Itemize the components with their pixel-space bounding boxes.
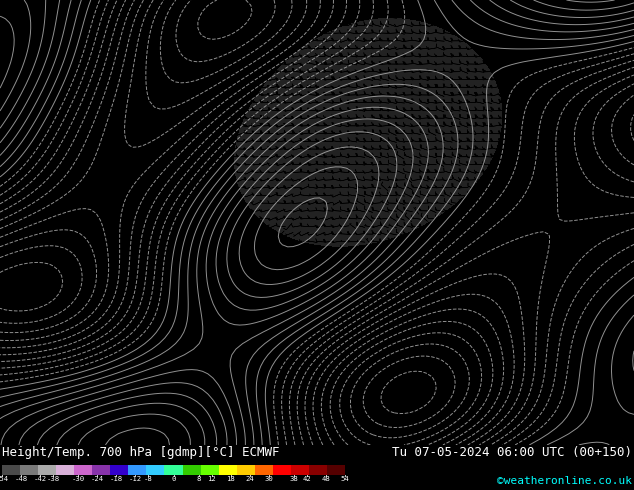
Bar [146,465,164,475]
Bar [291,465,309,475]
Text: 8: 8 [197,476,201,482]
Text: -30: -30 [72,476,85,482]
Text: 42: 42 [302,476,311,482]
Text: 38: 38 [290,476,299,482]
Text: -8: -8 [144,476,152,482]
Bar [74,465,93,475]
Text: -54: -54 [0,476,9,482]
Bar [110,465,128,475]
Bar [128,465,146,475]
Bar [183,465,200,475]
Text: 18: 18 [226,476,235,482]
Text: 12: 12 [207,476,216,482]
Bar [236,465,255,475]
Text: -48: -48 [15,476,28,482]
Bar [56,465,74,475]
Text: 24: 24 [245,476,254,482]
Bar [327,465,345,475]
Text: Height/Temp. 700 hPa [gdmp][°C] ECMWF: Height/Temp. 700 hPa [gdmp][°C] ECMWF [2,446,280,459]
Bar [93,465,110,475]
Bar [219,465,236,475]
Text: Tu 07-05-2024 06:00 UTC (00+150): Tu 07-05-2024 06:00 UTC (00+150) [392,446,632,459]
Text: -42: -42 [34,476,47,482]
Bar [255,465,273,475]
Bar [164,465,183,475]
Text: -18: -18 [110,476,123,482]
Bar [200,465,219,475]
Text: ©weatheronline.co.uk: ©weatheronline.co.uk [497,476,632,486]
Bar [20,465,38,475]
Text: -24: -24 [91,476,104,482]
Bar [2,465,20,475]
Text: 54: 54 [340,476,349,482]
Bar [273,465,291,475]
Text: 30: 30 [264,476,273,482]
Text: -38: -38 [46,476,60,482]
Bar [309,465,327,475]
Text: 0: 0 [171,476,176,482]
Text: -12: -12 [129,476,142,482]
Text: 48: 48 [321,476,330,482]
Bar [38,465,56,475]
